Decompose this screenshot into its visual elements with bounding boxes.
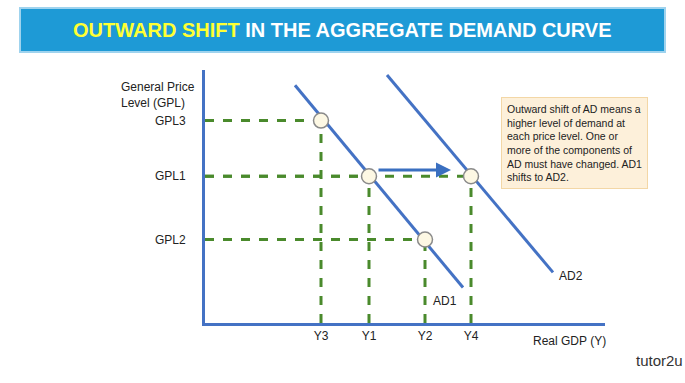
svg-text:Y2: Y2 <box>418 329 433 343</box>
svg-text:GPL1: GPL1 <box>155 169 186 183</box>
svg-text:Y3: Y3 <box>314 329 329 343</box>
svg-text:Y1: Y1 <box>362 329 377 343</box>
svg-text:tutor2u: tutor2u <box>636 352 683 369</box>
svg-text:AD2: AD2 <box>559 269 583 283</box>
svg-text:Real GDP (Y): Real GDP (Y) <box>533 334 606 348</box>
svg-text:AD1: AD1 <box>433 294 457 308</box>
svg-text:OUTWARD SHIFT IN THE AGGREGATE: OUTWARD SHIFT IN THE AGGREGATE DEMAND CU… <box>73 19 612 41</box>
svg-text:GPL3: GPL3 <box>155 114 186 128</box>
svg-text:General PriceLevel (GPL): General PriceLevel (GPL) <box>121 80 195 110</box>
svg-text:Outward shift of AD means ahig: Outward shift of AD means ahigher level … <box>507 103 642 183</box>
svg-text:Y4: Y4 <box>464 329 479 343</box>
svg-text:GPL2: GPL2 <box>155 233 186 247</box>
